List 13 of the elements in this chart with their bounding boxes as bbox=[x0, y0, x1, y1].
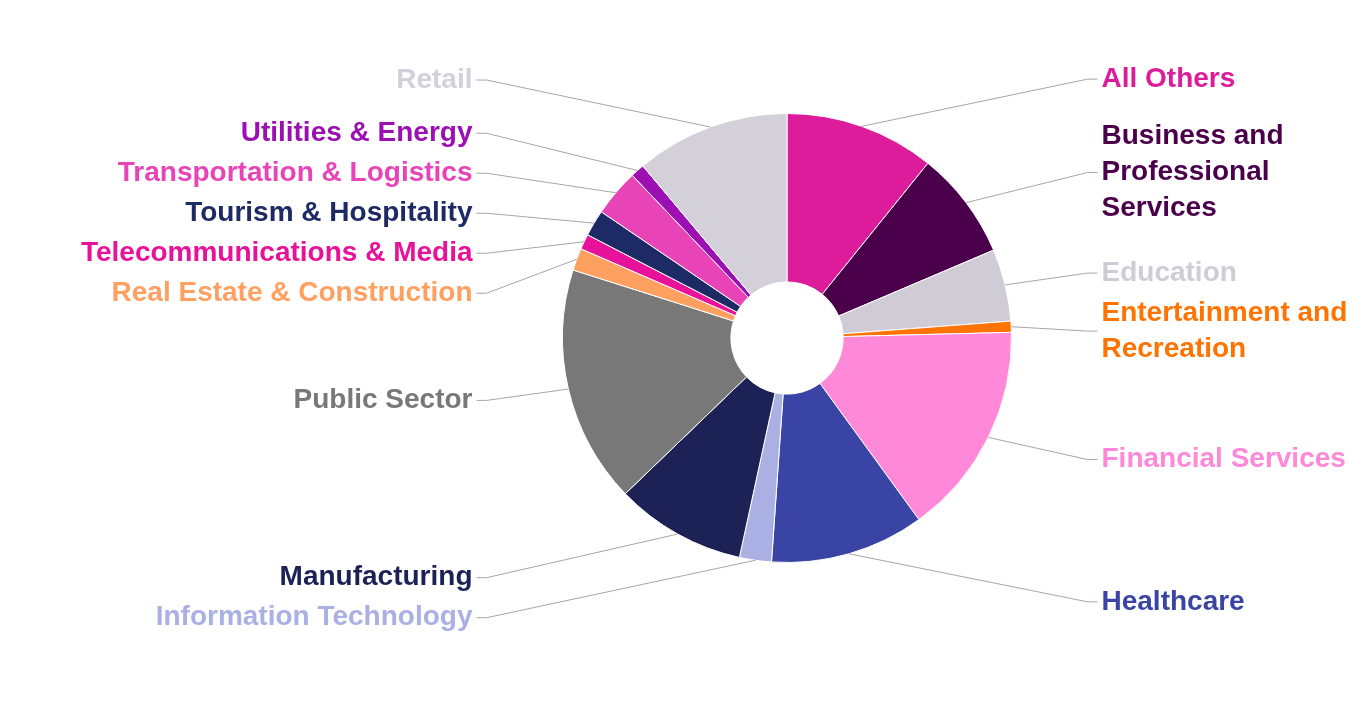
slice-label: All Others bbox=[1101, 61, 1236, 93]
slice-label: Business and Professional Services bbox=[1101, 119, 1284, 223]
slice-label: Entertainment and Recreation bbox=[1101, 295, 1348, 363]
slice-label: Tourism & Hospitality bbox=[185, 195, 473, 227]
slice-label: Telecommunications & Media bbox=[80, 235, 473, 267]
slice-label: Manufacturing bbox=[279, 560, 473, 592]
slice-label: Information Technology bbox=[155, 600, 473, 632]
slice-label: Utilities & Energy bbox=[240, 115, 473, 147]
slice-label: Transportation & Logistics bbox=[117, 155, 473, 187]
slice-label: Public Sector bbox=[293, 383, 473, 415]
slice-label: Financial Services bbox=[1101, 442, 1346, 474]
slice-label: Healthcare bbox=[1101, 584, 1245, 616]
slice-label: Real Estate & Construction bbox=[111, 275, 473, 307]
